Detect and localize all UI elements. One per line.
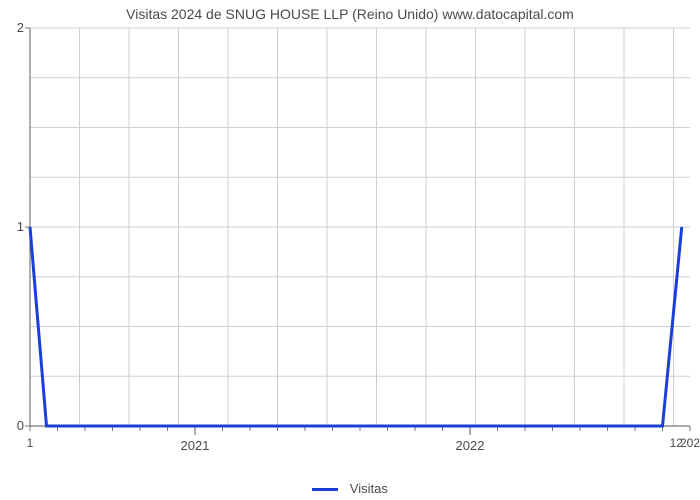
y-tick-label: 0 — [6, 418, 24, 433]
x-end-label: 202 — [680, 436, 700, 450]
chart-legend: Visitas — [0, 481, 700, 496]
x-tick-label: 2022 — [456, 438, 485, 453]
y-tick-label: 2 — [6, 20, 24, 35]
x-tick-label: 2021 — [181, 438, 210, 453]
chart-plot-area — [0, 0, 700, 500]
legend-label: Visitas — [350, 481, 388, 496]
x-end-label: 1 — [27, 436, 34, 450]
chart-container: Visitas 2024 de SNUG HOUSE LLP (Reino Un… — [0, 0, 700, 500]
legend-swatch — [312, 488, 338, 491]
y-tick-label: 1 — [6, 219, 24, 234]
chart-title: Visitas 2024 de SNUG HOUSE LLP (Reino Un… — [0, 6, 700, 22]
